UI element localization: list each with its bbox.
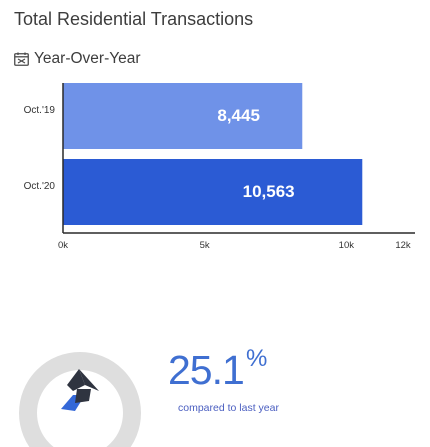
up-right-arrow-icon (61, 369, 99, 411)
x-tick-label: 10k (339, 240, 355, 251)
subtitle: Year-Over-Year (34, 50, 141, 67)
x-tick-label: 0k (58, 240, 68, 251)
kpi-caption: compared to last year (178, 402, 279, 414)
kpi-unit: % (246, 345, 268, 372)
calendar-icon (14, 52, 29, 66)
data-label: 8,445 (217, 106, 260, 125)
trend-ring (19, 352, 141, 447)
x-tick-label: 5k (200, 240, 210, 251)
category-label: Oct.'20 (24, 181, 56, 192)
bar-chart: Oct.'19 8,445 Oct.'20 10,563 0k 5k 10k 12k (24, 83, 415, 251)
bar (63, 159, 363, 225)
page-title: Total Residential Transactions (14, 9, 254, 29)
kpi-value: 25.1 (168, 347, 245, 393)
category-label: Oct.'19 (24, 105, 56, 116)
bar (63, 83, 303, 149)
data-label: 10,563 (243, 182, 295, 201)
period-selector: Year-Over-Year (14, 50, 141, 68)
x-tick-label: 12k (395, 240, 411, 251)
